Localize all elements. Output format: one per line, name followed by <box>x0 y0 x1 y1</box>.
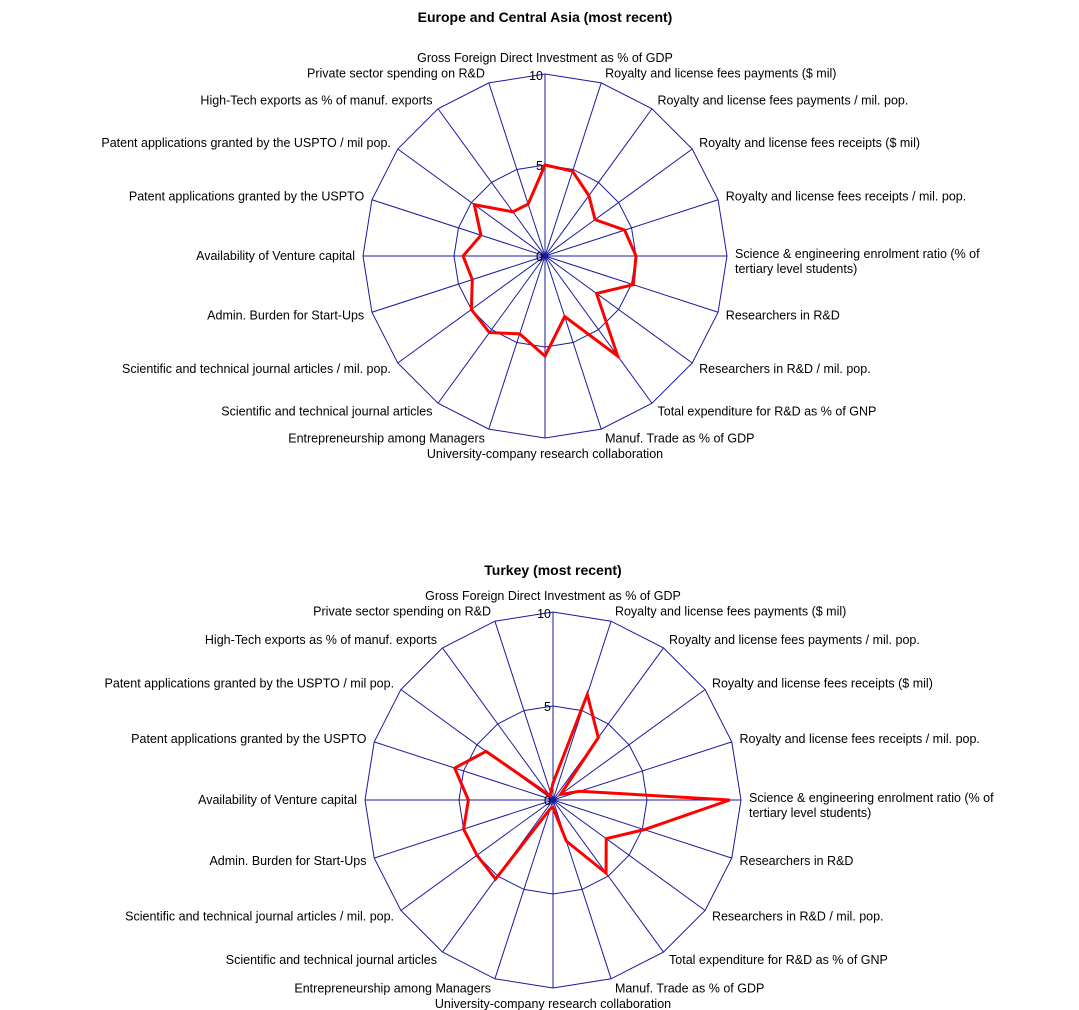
category-label: Gross Foreign Direct Investment as % of … <box>425 589 681 603</box>
axis-spoke <box>442 647 554 801</box>
axis-spoke <box>544 199 719 257</box>
tick-label: 10 <box>537 607 551 621</box>
tick-label: 5 <box>536 159 543 173</box>
category-label: Total expenditure for R&D as % of GNP <box>669 953 888 967</box>
axis-spoke <box>371 255 546 313</box>
chart-title: Europe and Central Asia (most recent) <box>418 9 673 25</box>
category-label: Researchers in R&D / mil. pop. <box>712 909 884 923</box>
category-label: Scientific and technical journal article… <box>226 953 437 967</box>
axis-spoke <box>544 255 653 404</box>
category-label: Private sector spending on R&D <box>307 66 485 80</box>
radar-chart-2: Turkey (most recent) 0 5 10 Gross Foreign Di… <box>105 562 995 1010</box>
tick-label: 10 <box>529 69 543 83</box>
axis-spoke <box>544 255 602 430</box>
category-label: Entrepreneurship among Managers <box>294 981 491 995</box>
category-label: Royalty and license fees payments / mil.… <box>669 633 920 647</box>
tick-label: 0 <box>536 250 543 264</box>
axis-spoke <box>544 148 693 257</box>
category-label: Admin. Burden for Start-Ups <box>207 308 364 322</box>
category-label: Entrepreneurship among Managers <box>288 432 485 446</box>
axis-spoke <box>544 108 653 257</box>
axis-spoke <box>437 108 546 257</box>
chart-title: Turkey (most recent) <box>484 562 621 578</box>
radar-chart-1: Europe and Central Asia (most recent) 0 5 1… <box>101 9 980 461</box>
category-label: Researchers in R&D <box>726 308 840 322</box>
category-label: Availability of Venture capital <box>196 249 355 263</box>
category-label: High-Tech exports as % of manuf. exports <box>200 94 432 108</box>
axis-spoke <box>552 799 706 911</box>
category-label: Royalty and license fees receipts / mil.… <box>740 732 980 746</box>
category-label: Researchers in R&D / mil. pop. <box>699 362 871 376</box>
axis-spoke <box>371 199 546 257</box>
category-label: Patent applications granted by the USPTO… <box>105 677 395 691</box>
category-label: Patent applications granted by the USPTO <box>131 732 367 746</box>
axis-spoke <box>552 799 664 953</box>
category-label: Royalty and license fees payments ($ mil… <box>605 66 836 80</box>
category-label: Manuf. Trade as % of GDP <box>605 432 754 446</box>
category-label: Scientific and technical journal article… <box>221 404 432 418</box>
axis-spoke <box>437 255 546 404</box>
axis-spoke <box>494 621 554 801</box>
category-label: Total expenditure for R&D as % of GNP <box>658 404 877 418</box>
category-label: Royalty and license fees receipts ($ mil… <box>712 677 933 691</box>
axis-spoke <box>374 741 554 801</box>
tick-label: 5 <box>544 700 551 714</box>
category-label: University-company research collaboratio… <box>435 997 671 1010</box>
category-label: Royalty and license fees receipts ($ mil… <box>699 136 920 150</box>
axis-spoke <box>397 148 546 257</box>
category-label: Admin. Burden for Start-Ups <box>209 854 366 868</box>
category-label: Gross Foreign Direct Investment as % of … <box>417 51 673 65</box>
category-label: Royalty and license fees payments / mil.… <box>658 94 909 108</box>
category-label: Scientific and technical journal article… <box>122 362 391 376</box>
axis-spoke <box>488 255 546 430</box>
category-label: Scientific and technical journal article… <box>125 909 394 923</box>
category-label: Private sector spending on R&D <box>313 605 491 619</box>
category-label: Patent applications granted by the USPTO <box>129 190 365 204</box>
category-label: Science & engineering enrolment ratio (%… <box>749 791 994 820</box>
category-label: Researchers in R&D <box>740 854 854 868</box>
category-label: University-company research collaboratio… <box>427 447 663 461</box>
tick-label: 0 <box>544 794 551 808</box>
axis-spoke <box>544 255 693 364</box>
axis-spoke <box>488 82 546 257</box>
axis-spoke <box>552 689 706 801</box>
category-label: Availability of Venture capital <box>198 793 357 807</box>
axis-spoke <box>544 82 602 257</box>
category-label: Royalty and license fees payments ($ mil… <box>615 605 846 619</box>
category-label: Science & engineering enrolment ratio (%… <box>735 247 980 276</box>
category-label: Patent applications granted by the USPTO… <box>101 136 391 150</box>
category-label: Manuf. Trade as % of GDP <box>615 981 764 995</box>
category-label: High-Tech exports as % of manuf. exports <box>205 633 437 647</box>
axis-spoke <box>552 647 664 801</box>
category-label: Royalty and license fees receipts / mil.… <box>726 190 966 204</box>
axis-spoke <box>494 799 554 979</box>
